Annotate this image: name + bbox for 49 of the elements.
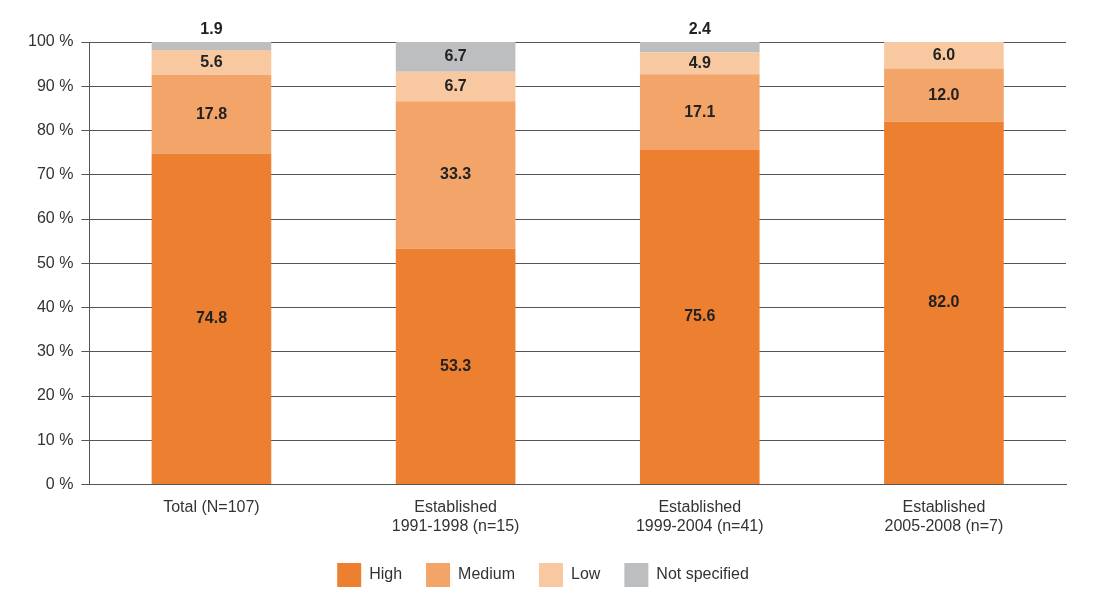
bar: [395, 248, 516, 485]
legend-label: High: [369, 565, 403, 583]
y-tick-label: 50 %: [36, 253, 74, 271]
bar: [151, 42, 272, 50]
y-tick-label: 80 %: [36, 120, 74, 138]
y-tick-label: 90 %: [36, 76, 74, 94]
data-label: 12.0: [928, 85, 960, 103]
bar: [395, 42, 516, 72]
legend-label: Medium: [458, 565, 515, 583]
bar: [884, 121, 1004, 485]
y-tick-label: 100 %: [27, 32, 74, 50]
data-label: 1.9: [200, 19, 223, 37]
x-tick-label: Total (N=107): [163, 497, 260, 515]
bar: [639, 149, 760, 485]
y-tick-label: 60 %: [36, 209, 74, 227]
data-label: 5.6: [200, 52, 223, 70]
bar: [884, 42, 1004, 69]
data-label: 74.8: [195, 309, 228, 327]
data-label: 33.3: [440, 165, 472, 183]
bar: [395, 101, 516, 249]
data-label: 17.8: [195, 104, 228, 122]
y-tick-label: 10 %: [36, 430, 74, 448]
bar: [639, 42, 760, 53]
data-label: 53.3: [440, 356, 472, 374]
x-tick-label: Established 1999-2004 (n=41): [635, 497, 764, 534]
x-tick-label: Established 1991-1998 (n=15): [391, 497, 520, 534]
bar: [151, 153, 272, 485]
data-label: 82.0: [928, 293, 960, 311]
bar: [151, 74, 272, 154]
bar: [151, 49, 272, 75]
bar: [884, 68, 1004, 122]
data-label: 6.7: [444, 76, 467, 94]
y-tick-label: 40 %: [36, 297, 74, 315]
data-label: 17.1: [684, 102, 716, 120]
legend-label: Not specified: [656, 565, 749, 583]
y-tick-label: 0 %: [45, 475, 74, 493]
data-label: 75.6: [684, 307, 716, 325]
bar: [639, 74, 760, 150]
data-label: 4.9: [688, 53, 711, 71]
bar: [639, 52, 760, 75]
y-tick-label: 70 %: [36, 165, 74, 183]
y-tick-label: 20 %: [36, 386, 74, 404]
x-tick-label: Established 2005-2008 (n=7): [884, 497, 1004, 534]
data-label: 6.7: [444, 47, 467, 65]
legend-label: Low: [570, 565, 601, 583]
y-tick-label: 30 %: [36, 342, 74, 360]
data-label: 6.0: [932, 45, 956, 63]
bar: [395, 71, 516, 102]
data-label: 2.4: [688, 20, 711, 38]
